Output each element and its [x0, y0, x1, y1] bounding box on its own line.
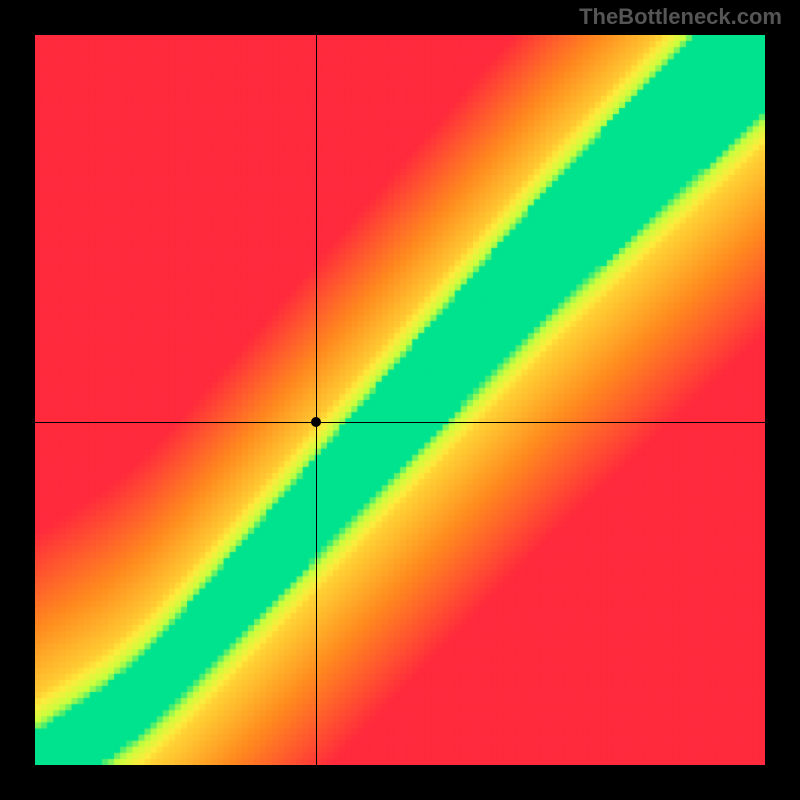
heatmap-plot: [35, 35, 765, 765]
watermark-text: TheBottleneck.com: [579, 4, 782, 30]
crosshair-horizontal: [35, 422, 765, 423]
crosshair-marker-dot: [311, 417, 321, 427]
heatmap-canvas: [35, 35, 765, 765]
crosshair-vertical: [316, 35, 317, 765]
